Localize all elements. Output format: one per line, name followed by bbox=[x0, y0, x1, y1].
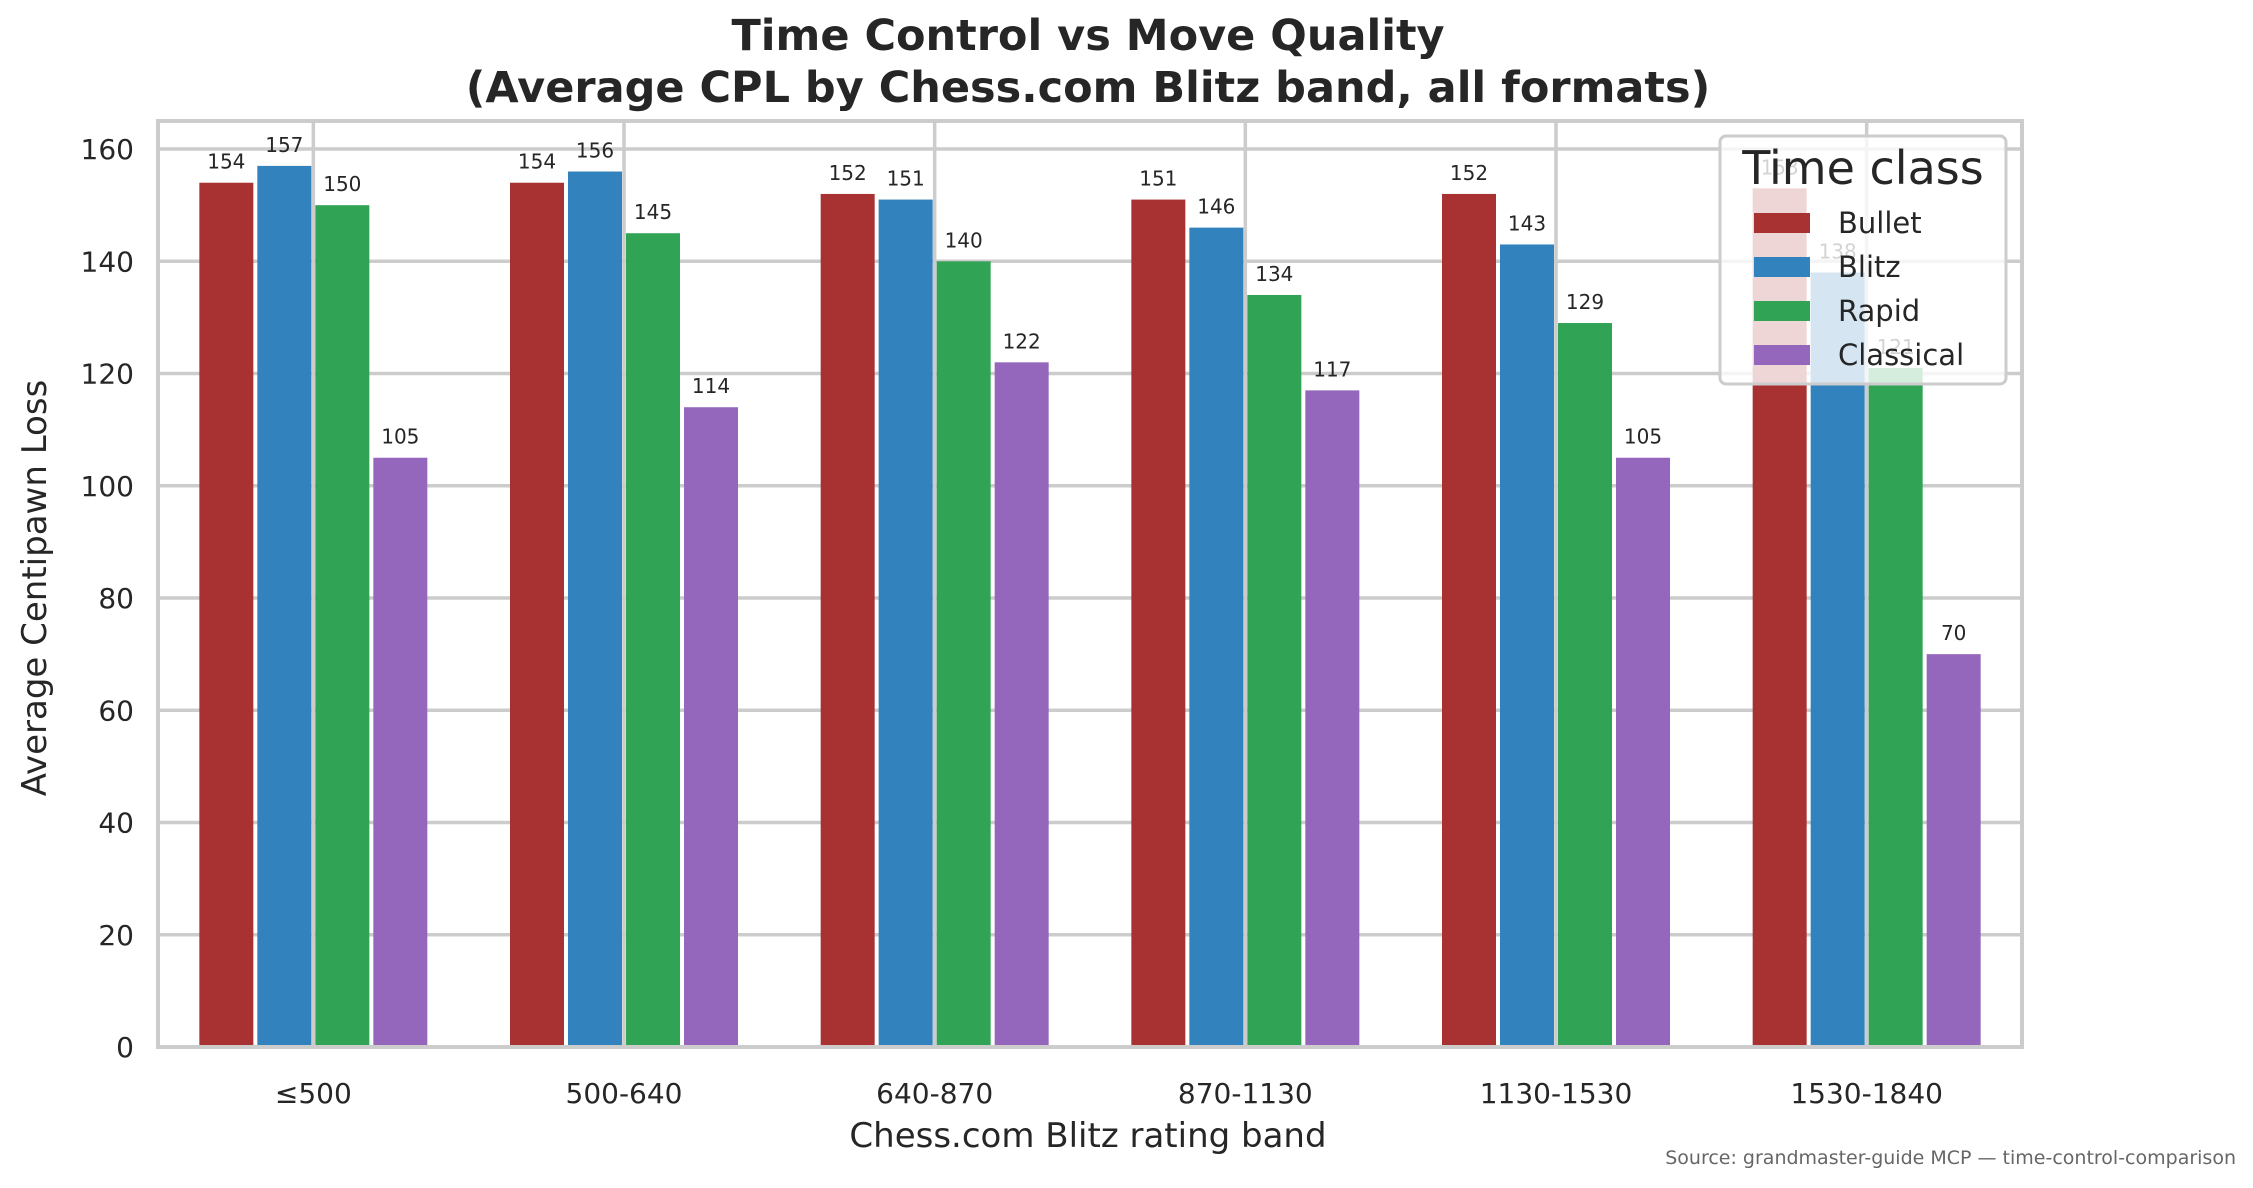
x-tick-label: ≤500 bbox=[275, 1077, 352, 1110]
bar-classical-1 bbox=[684, 407, 738, 1048]
legend-label: Classical bbox=[1838, 338, 1964, 372]
legend-swatch bbox=[1754, 257, 1810, 277]
legend-swatch bbox=[1754, 213, 1810, 233]
bar-bullet-0 bbox=[199, 182, 254, 1047]
bar-rapid-5 bbox=[1868, 367, 1923, 1047]
plot-frame bbox=[156, 119, 2024, 1049]
data-label: 154 bbox=[518, 150, 556, 174]
data-label: 145 bbox=[634, 200, 672, 224]
bar-classical-5 bbox=[1926, 654, 1981, 1047]
y-tick-label: 140 bbox=[81, 245, 134, 278]
data-label: 151 bbox=[887, 167, 925, 191]
y-tick-label: 100 bbox=[81, 470, 134, 503]
bar-classical-2 bbox=[994, 362, 1049, 1048]
gridlines bbox=[158, 121, 2022, 1049]
y-axis-label: Average Centipawn Loss bbox=[15, 380, 55, 797]
y-tick-label: 20 bbox=[98, 919, 134, 952]
bar-classical-4 bbox=[1616, 457, 1670, 1047]
bar-bullet-4 bbox=[1442, 193, 1496, 1047]
data-label: 134 bbox=[1255, 262, 1293, 286]
data-label: 152 bbox=[1450, 161, 1488, 185]
bar-blitz-1 bbox=[568, 171, 622, 1047]
x-tick-label: 640-870 bbox=[876, 1077, 993, 1110]
y-tick-label: 120 bbox=[81, 358, 134, 391]
y-tick-label: 40 bbox=[98, 807, 134, 840]
chart-title-line1: Time Control vs Move Quality bbox=[731, 11, 1444, 61]
y-ticks: 0 20 40 60 80 100 120 140 160 bbox=[81, 133, 134, 1064]
legend-label: Rapid bbox=[1838, 294, 1920, 328]
data-label: 70 bbox=[1941, 621, 1966, 645]
bar-blitz-2 bbox=[878, 199, 933, 1047]
x-ticks: ≤500 500-640 640-870 870-1130 1130-1530 1530-… bbox=[275, 1077, 1943, 1110]
data-label: 122 bbox=[1003, 329, 1041, 353]
x-tick-label: 1130-1530 bbox=[1480, 1077, 1633, 1110]
bar-blitz-5 bbox=[1810, 272, 1865, 1047]
data-label: 151 bbox=[1139, 167, 1177, 191]
legend-title: Time class bbox=[1741, 141, 1983, 195]
bar-classical-3 bbox=[1305, 390, 1360, 1047]
legend: Time class Bullet Blitz Rapid Classical bbox=[1718, 134, 2008, 386]
bar-blitz-0 bbox=[257, 165, 312, 1047]
legend-swatch bbox=[1754, 345, 1810, 365]
bar-bullet-2 bbox=[820, 193, 875, 1047]
bar-bullet-1 bbox=[510, 182, 564, 1047]
x-tick-label: 870-1130 bbox=[1178, 1077, 1313, 1110]
chart-title-line2: (Average CPL by Chess.com Blitz band, al… bbox=[466, 63, 1710, 113]
x-axis-label: Chess.com Blitz rating band bbox=[849, 1116, 1326, 1156]
data-label: 143 bbox=[1508, 211, 1546, 235]
data-label: 105 bbox=[1624, 425, 1662, 449]
bar-classical-0 bbox=[373, 457, 428, 1047]
y-tick-label: 60 bbox=[98, 694, 134, 727]
bar-rapid-0 bbox=[315, 205, 370, 1047]
data-labels: 1541541521511521531571561511461431381501… bbox=[207, 133, 1966, 645]
bars bbox=[199, 165, 1981, 1048]
data-label: 146 bbox=[1197, 195, 1235, 219]
bar-rapid-4 bbox=[1558, 323, 1612, 1047]
bar-bullet-3 bbox=[1131, 199, 1186, 1047]
legend-swatch bbox=[1754, 301, 1810, 321]
y-tick-label: 0 bbox=[116, 1031, 134, 1064]
y-tick-label: 80 bbox=[98, 582, 134, 615]
data-label: 105 bbox=[381, 425, 419, 449]
y-tick-label: 160 bbox=[81, 133, 134, 166]
x-tick-label: 1530-1840 bbox=[1790, 1077, 1943, 1110]
legend-label: Bullet bbox=[1838, 206, 1922, 240]
bar-blitz-4 bbox=[1500, 244, 1554, 1047]
legend-label: Blitz bbox=[1838, 250, 1901, 284]
data-label: 152 bbox=[829, 161, 867, 185]
bar-rapid-3 bbox=[1247, 294, 1302, 1047]
data-label: 114 bbox=[692, 374, 730, 398]
x-tick-label: 500-640 bbox=[566, 1077, 683, 1110]
bar-rapid-1 bbox=[626, 233, 680, 1047]
data-label: 157 bbox=[265, 133, 303, 157]
legend-box bbox=[1718, 134, 2008, 386]
data-label: 129 bbox=[1566, 290, 1604, 314]
source-note: Source: grandmaster-guide MCP — time-con… bbox=[1665, 1147, 2236, 1169]
bar-rapid-2 bbox=[936, 261, 991, 1047]
data-label: 117 bbox=[1313, 357, 1351, 381]
data-label: 154 bbox=[207, 150, 245, 174]
data-label: 156 bbox=[576, 139, 614, 163]
data-label: 140 bbox=[945, 228, 983, 252]
bar-blitz-3 bbox=[1189, 227, 1244, 1047]
data-label: 150 bbox=[323, 172, 361, 196]
